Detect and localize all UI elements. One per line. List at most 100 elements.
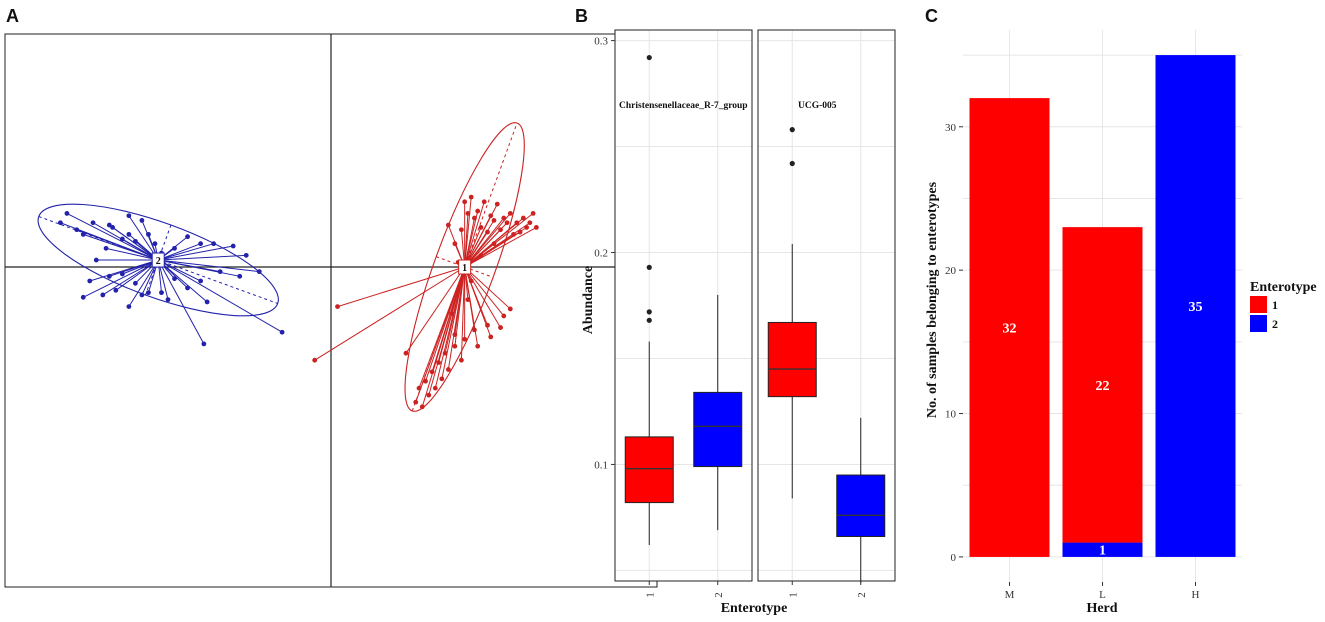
boxplot-box (693, 391, 743, 468)
boxplot-outlier (646, 317, 652, 323)
cluster-1-point (423, 378, 428, 384)
cluster-2-spoke (157, 259, 208, 303)
boxplot-outlier (789, 127, 795, 133)
bar-y-tick-label: 10 (945, 409, 957, 421)
boxplot-facet-border (757, 29, 896, 582)
cluster-2-point (165, 297, 171, 303)
legend-swatch-1 (1250, 296, 1267, 313)
cluster-1-spoke (405, 266, 466, 354)
cluster-1-point (485, 322, 490, 328)
cluster-1-point (445, 222, 451, 228)
boxplot-box (836, 474, 886, 537)
boxplot-y-tick-label: 0.1 (594, 459, 608, 471)
cluster-1-spoke (464, 213, 469, 268)
stacked-bar-panel: 32 M 1 22 L 35 H 0 10 20 30 No. of samples belongi… (925, 30, 1317, 616)
cluster-2-point (198, 241, 204, 247)
cluster-2-spoke (158, 243, 201, 261)
cluster-2-point (133, 280, 138, 286)
boxplot-box (767, 321, 817, 398)
cluster-2-spoke (102, 259, 159, 296)
cluster-2-spoke (158, 245, 234, 261)
cluster-1-point (501, 215, 507, 221)
cluster-2-point (204, 299, 210, 305)
cluster-1-spoke (464, 217, 475, 268)
boxplot-outlier (789, 160, 795, 167)
panel-b-letter: B (575, 6, 588, 26)
cluster-1-spoke (337, 266, 465, 308)
bar-value-label: 32 (1003, 322, 1017, 337)
cluster-1-spoke (434, 266, 466, 389)
cluster-1-point (491, 218, 497, 223)
boxplot-x-tick-label: 1 (644, 592, 656, 598)
cluster-2-point (146, 231, 151, 237)
cluster-2-point (119, 271, 125, 277)
bar-value-label: 1 (1099, 544, 1106, 559)
cluster-2-point (172, 245, 177, 251)
cluster-1-spoke (464, 213, 511, 268)
cluster-2-point (64, 211, 70, 216)
cluster-1-point (465, 211, 471, 216)
cluster-2-spoke (158, 259, 260, 273)
cluster-2-point (106, 222, 112, 228)
boxplot-panel: 1 2 Christensenellaceae_R-7_group 1 2 UCG-005… (581, 29, 896, 616)
legend-label-1: 1 (1272, 298, 1278, 312)
bar-segment-L-2 (1062, 542, 1143, 557)
cluster-1-point (524, 224, 529, 230)
cluster-1-point (520, 215, 526, 221)
cluster-2-label: 2 (156, 256, 161, 267)
cluster-1-point (462, 336, 468, 342)
cluster-2-spoke (83, 233, 159, 261)
cluster-1-label: 1 (462, 263, 467, 274)
cluster-1-point (416, 385, 422, 391)
cluster-2-point (185, 234, 190, 240)
cluster-1-point (465, 297, 471, 303)
boxplot-x-tick-label: 2 (713, 592, 725, 598)
cluster-1-spoke (421, 266, 466, 407)
bar-value-label: 22 (1096, 379, 1110, 394)
cluster-2-point (87, 278, 93, 284)
cluster-1-point (533, 224, 539, 230)
cluster-1-point (488, 334, 494, 340)
pcoa-panel: 21 (4, 33, 658, 588)
cluster-2-point (80, 294, 86, 300)
cluster-1-point (475, 208, 481, 214)
cluster-1-point (494, 201, 500, 207)
cluster-1-point (442, 350, 448, 356)
bar-x-axis-title: Herd (1086, 601, 1117, 616)
cluster-1-spoke (460, 266, 466, 361)
cluster-2-point (133, 238, 138, 244)
bar-x-tick-label: M (1005, 589, 1015, 601)
cluster-2-point (152, 241, 158, 247)
cluster-1-point (462, 199, 468, 205)
cluster-2-point (279, 329, 285, 335)
cluster-1-point (491, 241, 497, 247)
cluster-1-point (452, 241, 458, 247)
cluster-1-point (488, 213, 494, 219)
bar-segment-L-1 (1062, 227, 1143, 543)
cluster-1-point (527, 220, 533, 226)
bar-y-tick-label: 0 (951, 552, 957, 564)
cluster-1-point (312, 357, 318, 363)
boxplot-x-tick-label: 1 (787, 592, 799, 598)
cluster-1-point (501, 313, 507, 319)
cluster-1-point (498, 325, 503, 330)
cluster-1-spoke (464, 226, 537, 268)
cluster-1-point (459, 357, 464, 363)
cluster-2-spoke (105, 247, 159, 261)
cluster-2-spoke (83, 259, 159, 298)
cluster-2-point (119, 236, 125, 242)
cluster-1-spoke (464, 201, 485, 268)
cluster-2-point (126, 213, 132, 219)
cluster-1-point (530, 211, 536, 216)
cluster-2-point (139, 292, 145, 298)
boxplot-box (624, 436, 674, 504)
panel-a-letter: A (6, 6, 19, 26)
cluster-1-spoke (314, 266, 465, 361)
cluster-1-point (514, 220, 520, 226)
cluster-1-point (475, 343, 481, 349)
boxplot-facet-border (614, 29, 753, 582)
cluster-2-spoke (157, 259, 283, 333)
legend-label-2: 2 (1272, 317, 1278, 331)
cluster-1-spoke (441, 266, 466, 379)
cluster-1-point (468, 194, 474, 200)
